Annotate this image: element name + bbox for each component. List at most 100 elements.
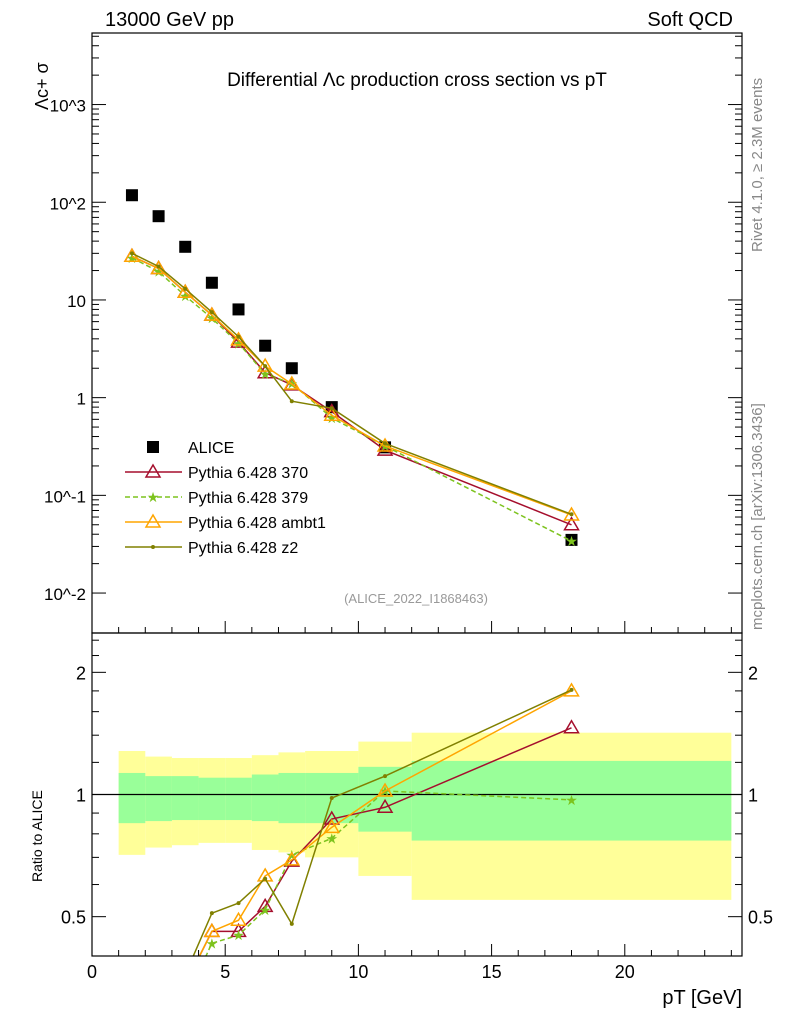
ratio-line: [198, 690, 572, 956]
legend-label: Pythia 6.428 ambt1: [188, 515, 326, 532]
data-point: [144, 513, 162, 528]
data-point: [232, 303, 245, 316]
ratio-y-tick-label-right: 2: [748, 663, 758, 683]
data-point: [256, 357, 274, 372]
data-point: ★: [565, 792, 578, 808]
data-point: [230, 911, 247, 926]
series-line: [131, 257, 572, 542]
ratio-y-tick-label-right: 0.5: [748, 908, 773, 928]
x-axis-label: pT [GeV]: [662, 987, 742, 1009]
data-point: [203, 306, 221, 321]
data-point: [236, 334, 241, 339]
legend-item-3: Pythia 6.428 ambt1: [125, 513, 326, 532]
data-point: [209, 911, 214, 916]
x-tick-label: 20: [615, 962, 635, 982]
data-point: [563, 682, 580, 697]
main-title: Differential Λc production cross section…: [227, 70, 607, 91]
y-tick-label: 10^-2: [44, 585, 86, 604]
data-point: ★: [179, 993, 192, 1009]
data-point: ★: [259, 902, 272, 918]
data-point: [565, 533, 578, 546]
y-tick-label: 10: [67, 292, 86, 311]
data-point: [283, 375, 301, 390]
data-point: [230, 331, 247, 346]
data-point: [283, 851, 301, 866]
ratio-band-inner: [278, 772, 306, 824]
ratio-y-tick-label-right: 1: [748, 786, 758, 806]
data-point: [569, 512, 574, 517]
x-tick-label: 10: [348, 962, 368, 982]
data-point: [183, 973, 187, 977]
data-point: [329, 406, 334, 411]
data-point: [263, 876, 268, 881]
data-point: [376, 782, 394, 797]
data-point: [203, 922, 221, 938]
data-point: [259, 339, 272, 352]
ratio-y-tick-label: 0.5: [61, 908, 86, 928]
ratio-ylabel: Ratio to ALICE: [29, 790, 45, 882]
data-point: ★: [232, 927, 245, 943]
series-line: [131, 252, 572, 515]
data-point: [178, 978, 192, 990]
data-point: [236, 901, 241, 906]
ratio-band-inner: [145, 776, 172, 822]
legend-item-2: ★ Pythia 6.428 379: [125, 489, 308, 507]
ratio-line: [205, 790, 572, 956]
ratio-band-inner: [411, 760, 732, 841]
header-right: Soft QCD: [647, 9, 733, 31]
data-point: [329, 796, 334, 801]
legend-label: ALICE: [188, 440, 234, 457]
data-point: [144, 463, 162, 478]
x-tick-label: 0: [87, 962, 97, 982]
data-point: [183, 286, 188, 291]
data-point: [563, 516, 580, 531]
data-point: [178, 978, 192, 990]
data-point: ★: [206, 935, 219, 951]
data-point: [376, 798, 394, 814]
legend-item-0: ALICE: [147, 440, 234, 457]
data-point: ★: [147, 489, 160, 505]
data-point: ★: [565, 533, 578, 549]
mcplots-label: mcplots.cern.ch [arXiv:1306.3436]: [749, 403, 766, 630]
data-point: [376, 441, 394, 456]
x-tick-label: 5: [220, 962, 230, 982]
legend-item-4: Pythia 6.428 z2: [125, 540, 298, 557]
legend-label: Pythia 6.428 370: [188, 465, 308, 482]
rivet-label: Rivet 4.1.0, ≥ 2.3M events: [749, 78, 766, 252]
analysis-id: (ALICE_2022_I1868463): [344, 591, 488, 606]
data-point: [383, 774, 388, 779]
data-point: [323, 406, 341, 422]
data-point: [285, 362, 298, 375]
x-tick-label: 15: [482, 962, 502, 982]
data-point: [256, 867, 274, 882]
ratio-series-2: [178, 682, 580, 990]
main-ylabel: Λc+ σ: [32, 62, 52, 110]
ratio-line: [192, 689, 572, 956]
y-tick-label: 1: [77, 390, 86, 409]
ratio-band-inner: [225, 777, 252, 821]
legend-label: Pythia 6.428 379: [188, 490, 308, 507]
data-point: [230, 922, 247, 938]
series-4: [129, 251, 574, 517]
legend-label: Pythia 6.428 z2: [188, 540, 298, 557]
data-point: [147, 441, 159, 453]
data-point: [152, 210, 165, 223]
data-point: [156, 264, 161, 269]
y-tick-label: 10^3: [50, 97, 86, 116]
ratio-band-inner: [171, 776, 199, 821]
legend-item-1: Pythia 6.428 370: [125, 463, 308, 482]
data-point: ★: [325, 830, 338, 846]
data-point: [323, 818, 341, 834]
data-point: [151, 545, 155, 549]
data-point: [150, 259, 167, 275]
ratio-band-inner: [118, 772, 146, 824]
y-tick-label: 10^2: [50, 194, 86, 213]
series-line: [131, 255, 572, 526]
data-point: [209, 310, 214, 315]
ratio-band-inner: [251, 774, 279, 822]
series-line: [131, 255, 572, 516]
ratio-y-tick-label: 1: [76, 786, 86, 806]
ratio-band-inner: [198, 777, 226, 821]
data-point: [129, 251, 134, 256]
